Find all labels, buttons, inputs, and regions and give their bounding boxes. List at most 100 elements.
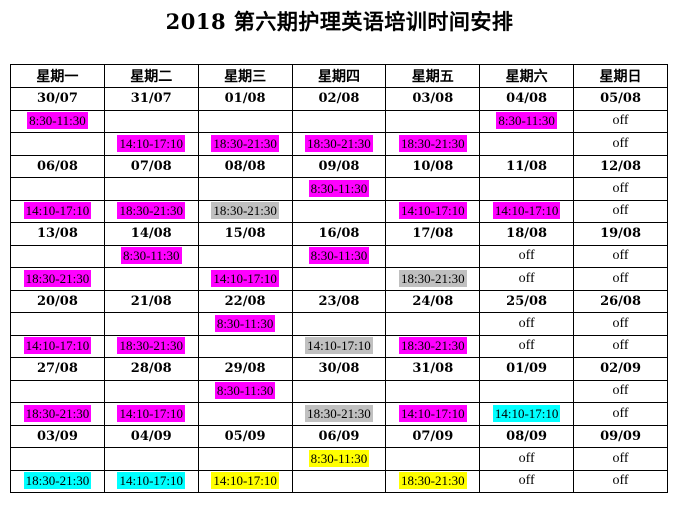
date-cell: 18/08	[479, 222, 575, 246]
session-row-am: 8:30-11:30 8:30-11:30 off off	[10, 244, 668, 268]
session-cell: 14:10-17:10	[291, 334, 387, 358]
session-time-badge: 14:10-17:10	[117, 472, 186, 490]
off-label: off	[612, 180, 629, 196]
session-cell: 14:10-17:10	[103, 402, 199, 426]
date-cell: 10/08	[385, 154, 481, 178]
off-label: off	[518, 338, 535, 354]
weekday-header: 星期日	[573, 64, 668, 88]
session-time-badge: 18:30-21:30	[23, 269, 92, 287]
session-cell	[291, 469, 387, 493]
session-time-badge: 18:30-21:30	[399, 134, 467, 152]
date-cell: 03/09	[10, 424, 105, 448]
session-cell: 18:30-21:30	[197, 199, 293, 223]
off-label: off	[518, 248, 535, 264]
session-time-badge: 14:10-17:10	[492, 202, 561, 220]
off-label: off	[612, 405, 629, 421]
date-cell: 02/08	[291, 87, 387, 111]
off-label: off	[612, 473, 629, 489]
session-cell: off	[479, 244, 575, 268]
session-row-pm: 14:10-17:10 18:30-21:30 14:10-17:10 18:30-2…	[10, 334, 668, 358]
date-cell: 07/08	[103, 154, 199, 178]
session-cell: off	[573, 402, 668, 426]
date-cell: 16/08	[291, 222, 387, 246]
date-row: 20/08 21/08 22/08 23/08 24/08 25/08 26/08	[10, 289, 668, 313]
session-cell: 14:10-17:10	[385, 199, 481, 223]
session-time-badge: 8:30-11:30	[308, 247, 370, 265]
session-cell: 18:30-21:30	[291, 402, 387, 426]
session-cell: 14:10-17:10	[479, 402, 575, 426]
date-cell: 05/08	[573, 87, 668, 111]
session-cell: off	[573, 334, 668, 358]
session-cell: off	[573, 379, 668, 403]
session-cell: off	[573, 177, 668, 201]
session-time-badge: 14:10-17:10	[117, 404, 186, 422]
off-label: off	[612, 315, 629, 331]
session-cell: 18:30-21:30	[385, 334, 481, 358]
session-cell: off	[479, 447, 575, 471]
off-label: off	[518, 315, 535, 331]
session-cell: 14:10-17:10	[10, 334, 105, 358]
schedule-table: 星期一 星期二 星期三 星期四 星期五 星期六 星期日 30/07 31/07 01…	[10, 64, 668, 493]
session-cell	[479, 177, 575, 201]
session-time-badge: 14:10-17:10	[211, 472, 279, 490]
session-cell: off	[479, 334, 575, 358]
date-cell: 07/09	[385, 424, 481, 448]
session-cell: 8:30-11:30	[291, 177, 387, 201]
session-cell: 18:30-21:30	[10, 402, 105, 426]
session-cell	[291, 379, 387, 403]
date-cell: 01/08	[197, 87, 293, 111]
date-cell: 12/08	[573, 154, 668, 178]
date-row: 13/08 14/08 15/08 16/08 17/08 18/08 19/08	[10, 222, 668, 246]
session-time-badge: 8:30-11:30	[27, 112, 88, 130]
session-cell: 14:10-17:10	[197, 267, 293, 291]
date-cell: 29/08	[197, 357, 293, 381]
weekday-header-row: 星期一 星期二 星期三 星期四 星期五 星期六 星期日	[10, 64, 668, 88]
date-cell: 02/09	[573, 357, 668, 381]
session-cell: 8:30-11:30	[291, 244, 387, 268]
session-time-badge: 14:10-17:10	[305, 337, 373, 355]
session-time-badge: 18:30-21:30	[399, 269, 467, 287]
session-cell: off	[479, 469, 575, 493]
date-cell: 22/08	[197, 289, 293, 313]
session-time-badge: 8:30-11:30	[308, 449, 370, 467]
session-time-badge: 8:30-11:30	[308, 179, 370, 197]
session-cell: off	[573, 447, 668, 471]
session-time-badge: 8:30-11:30	[214, 382, 276, 400]
date-cell: 13/08	[10, 222, 105, 246]
session-time-badge: 14:10-17:10	[117, 134, 186, 152]
weekday-header: 星期五	[385, 64, 481, 88]
weekday-header: 星期二	[103, 64, 199, 88]
session-cell: off	[573, 267, 668, 291]
date-cell: 05/09	[197, 424, 293, 448]
session-cell: off	[573, 132, 668, 156]
session-cell	[385, 177, 481, 201]
session-row-am: 8:30-11:30 off	[10, 379, 668, 403]
session-cell: off	[479, 312, 575, 336]
session-row-pm: 18:30-21:30 14:10-17:10 18:30-21:30 off off	[10, 267, 668, 291]
session-time-badge: 18:30-21:30	[211, 202, 279, 220]
date-row: 06/08 07/08 08/08 09/08 10/08 11/08 12/08	[10, 154, 668, 178]
session-cell	[197, 109, 293, 133]
session-row-pm: 14:10-17:10 18:30-21:30 18:30-21:30 18:30-2…	[10, 132, 668, 156]
session-time-badge: 18:30-21:30	[211, 134, 279, 152]
session-time-badge: 14:10-17:10	[23, 202, 92, 220]
session-row-pm: 18:30-21:30 14:10-17:10 14:10-17:10 18:30-2…	[10, 469, 668, 493]
date-cell: 06/08	[10, 154, 105, 178]
session-row-am: 8:30-11:30 off off	[10, 447, 668, 471]
session-cell	[197, 177, 293, 201]
session-cell	[103, 379, 199, 403]
off-label: off	[518, 270, 535, 286]
session-time-badge: 18:30-21:30	[23, 404, 92, 422]
session-row-am: 8:30-11:30 8:30-11:30 off	[10, 109, 668, 133]
session-cell: 8:30-11:30	[10, 109, 105, 133]
session-cell: 18:30-21:30	[103, 334, 199, 358]
session-cell: 18:30-21:30	[385, 132, 481, 156]
session-cell: 14:10-17:10	[479, 199, 575, 223]
session-cell: off	[479, 267, 575, 291]
session-cell	[10, 244, 105, 268]
date-cell: 01/09	[479, 357, 575, 381]
session-time-badge: 18:30-21:30	[399, 472, 467, 490]
session-time-badge: 18:30-21:30	[305, 134, 373, 152]
session-cell	[385, 244, 481, 268]
session-cell	[385, 447, 481, 471]
